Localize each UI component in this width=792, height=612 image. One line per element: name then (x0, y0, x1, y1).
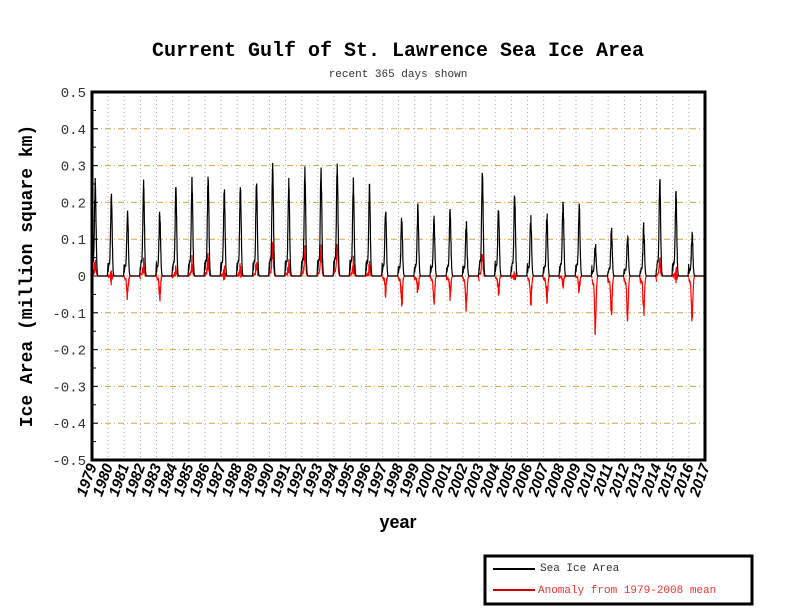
sea-ice-area-line-2001 (446, 208, 464, 277)
data-series (91, 162, 706, 335)
sea-ice-area-line-2007 (543, 213, 561, 277)
sea-ice-area-line-1979 (91, 177, 109, 277)
anomaly-line-1984 (172, 265, 190, 279)
anomaly-line-1996 (365, 260, 383, 277)
anomaly-line-1994 (333, 243, 351, 277)
plot-frame (90, 90, 707, 462)
sea-ice-area-line-2006 (527, 215, 545, 277)
chart-subtitle: recent 365 days shown (329, 69, 468, 81)
anomaly-line-2016 (688, 275, 706, 322)
sea-ice-area-line-1992 (301, 166, 319, 277)
anomaly-line-2011 (607, 275, 625, 316)
anomaly-line-1985 (188, 254, 206, 278)
sea-ice-area-line-1994 (333, 163, 351, 277)
anomaly-line-1979 (91, 259, 109, 277)
anomaly-line-2008 (559, 274, 577, 289)
anomaly-line-1982 (139, 257, 158, 278)
anomaly-line-1995 (349, 255, 367, 278)
sea-ice-area-line-2010 (591, 243, 609, 277)
y-tick-label: -0.3 (52, 380, 86, 396)
y-axis-label: Ice Area (million square km) (18, 125, 38, 427)
anomaly-line-2015 (672, 266, 690, 284)
y-tick-label: 0 (78, 270, 86, 286)
anomaly-line-2007 (543, 275, 561, 304)
sea-ice-area-line-2003 (478, 172, 496, 277)
y-tick-label: 0.1 (61, 233, 86, 249)
sea-ice-area-line-1987 (220, 189, 238, 277)
sea-ice-area-line-1980 (107, 193, 125, 277)
sea-ice-area-line-2004 (494, 210, 512, 277)
anomaly-line-2004 (494, 275, 512, 296)
legend-label-anomaly: Anomaly from 1979-2008 mean (538, 585, 716, 597)
y-tick-label: -0.1 (52, 307, 86, 323)
sea-ice-area-line-2005 (510, 195, 529, 277)
sea-ice-area-line-2016 (688, 231, 706, 277)
sea-ice-area-line-2014 (656, 178, 674, 277)
anomaly-line-1986 (204, 252, 222, 277)
anomaly-line-2001 (446, 275, 464, 301)
sea-ice-area-line-2009 (575, 203, 593, 277)
anomaly-line-1997 (381, 275, 400, 298)
legend: Sea Ice Area Anomaly from 1979-2008 mean (483, 554, 754, 606)
sea-ice-area-line-2011 (607, 227, 625, 277)
anomaly-line-2009 (575, 274, 593, 294)
sea-ice-area-line-1989 (252, 183, 270, 277)
sea-ice-area-line-1996 (365, 183, 383, 277)
anomaly-line-1981 (123, 275, 141, 301)
sea-ice-area-line-1982 (139, 179, 158, 277)
sea-ice-area-line-1985 (188, 176, 206, 277)
sea-ice-area-line-2000 (430, 215, 448, 277)
anomaly-line-1983 (156, 275, 174, 302)
sea-ice-area-line-1995 (349, 177, 367, 277)
anomaly-line-2013 (639, 275, 658, 316)
chart-title: Current Gulf of St. Lawrence Sea Ice Are… (152, 40, 644, 63)
sea-ice-area-line-1997 (381, 211, 400, 277)
anomaly-line-2003 (478, 254, 496, 278)
x-axis-label: year (379, 512, 416, 532)
sea-ice-area-line-1988 (236, 187, 254, 277)
y-tick-label: -0.4 (52, 417, 86, 433)
anomaly-line-1980 (107, 270, 125, 286)
sea-ice-area-line-2012 (623, 234, 642, 277)
legend-label-area: Sea Ice Area (540, 563, 620, 575)
y-tick-label: -0.2 (52, 344, 86, 360)
y-tick-labels: 0.5 0.4 0.3 0.2 0.1 0 -0.1 -0.2 -0.3 -0.4 -0.5 (52, 86, 86, 470)
y-tick-label: -0.5 (52, 454, 86, 470)
sea-ice-area-line-1990 (268, 162, 287, 277)
anomaly-line-2000 (430, 275, 448, 305)
sea-ice-area-line-2013 (639, 222, 658, 277)
y-tick-label: 0.4 (61, 123, 86, 139)
sea-ice-area-line-1991 (285, 177, 303, 277)
sea-ice-area-line-2008 (559, 201, 577, 277)
anomaly-line-2010 (591, 275, 609, 335)
sea-ice-area-line-1981 (123, 210, 141, 277)
anomaly-line-2006 (527, 275, 545, 306)
sea-ice-area-line-1986 (204, 176, 222, 277)
sea-ice-area-line-1998 (397, 217, 416, 277)
legend-box (483, 554, 754, 606)
y-tick-label: 0.2 (61, 196, 86, 212)
anomaly-line-2014 (656, 257, 674, 277)
sea-ice-area-line-1983 (155, 211, 174, 277)
anomaly-line-1991 (285, 259, 303, 277)
anomaly-line-2002 (462, 275, 480, 312)
y-tick-label: 0.5 (61, 86, 86, 102)
sea-ice-area-line-2015 (672, 190, 690, 277)
anomaly-line-1998 (397, 275, 416, 307)
sea-ice-area-line-1999 (414, 203, 432, 277)
sea-ice-area-line-2002 (462, 221, 480, 277)
anomaly-line-1999 (414, 275, 432, 294)
sea-ice-area-line-1984 (172, 186, 190, 277)
anomaly-line-1987 (220, 265, 238, 282)
y-tick-label: 0.3 (61, 160, 86, 176)
anomaly-line-2012 (623, 275, 642, 322)
sea-ice-area-line-1993 (317, 167, 335, 277)
anomaly-line-1989 (252, 262, 270, 278)
x-tick-labels: 1979198019811982198319841985198619871988… (73, 461, 714, 500)
